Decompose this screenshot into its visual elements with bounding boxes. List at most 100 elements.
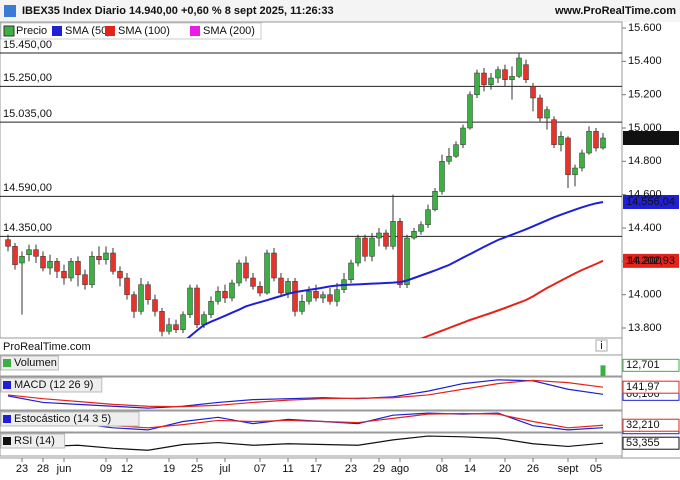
value-badge — [623, 253, 679, 268]
candle-body — [355, 237, 361, 264]
value-badge-label: 14.556,04 — [626, 196, 675, 208]
level-label-bg — [1, 38, 53, 51]
info-icon: i — [600, 340, 602, 352]
value-badge-label: 32,210 — [626, 419, 660, 431]
candle-body — [390, 221, 396, 247]
y-tick-label: 14.000 — [628, 289, 662, 301]
candle-body — [313, 291, 319, 299]
candle-body — [446, 156, 452, 162]
info-button[interactable] — [595, 339, 608, 352]
value-badge — [622, 436, 680, 450]
candle-body — [145, 284, 151, 300]
candle-body — [474, 72, 480, 95]
candle-body — [5, 239, 11, 247]
pane-legend-bg — [0, 355, 59, 371]
pane-legend-swatch — [3, 415, 11, 423]
x-tick-label: 23 — [345, 463, 357, 475]
candle-body — [250, 277, 256, 287]
candle-body — [586, 131, 592, 154]
chart-title: IBEX35 Index Diario 14.940,00 +0,60 % 8 … — [22, 5, 334, 17]
value-badge-label: 141,97 — [626, 381, 660, 393]
indicator-line — [7, 379, 604, 408]
y-tick-label: 14.600 — [628, 189, 662, 201]
candle-body — [222, 291, 228, 299]
candle-body — [96, 256, 102, 260]
pane-legend-bg — [0, 411, 140, 427]
candle-body — [299, 301, 305, 312]
candle-body — [208, 301, 214, 315]
candle-body — [278, 277, 284, 294]
level-label: 14.590,00 — [3, 182, 52, 194]
header-bar — [0, 0, 680, 22]
candle-body — [544, 109, 550, 119]
level-label-bg — [1, 221, 53, 235]
volume-bar — [600, 365, 606, 376]
candle-body — [26, 249, 32, 255]
level-label-bg — [1, 71, 53, 85]
x-tick-label: jul — [218, 463, 230, 475]
candle-body — [397, 221, 403, 285]
candle-body — [488, 77, 494, 85]
candle-body — [362, 237, 368, 257]
legend-swatch — [105, 26, 115, 36]
level-label: 15.450,00 — [3, 39, 52, 51]
legend-label: SMA (50) — [65, 25, 111, 37]
pane-legend-swatch — [3, 381, 11, 389]
candle-body — [117, 271, 123, 279]
value-badge — [622, 358, 680, 372]
candle-body — [439, 161, 445, 192]
legend-swatch — [52, 26, 62, 36]
candle-body — [187, 287, 193, 315]
indicator-line — [7, 379, 604, 409]
y-tick-label: 14.800 — [628, 155, 662, 167]
candle-body — [432, 191, 438, 210]
candle-body — [509, 76, 515, 80]
candle-body — [572, 167, 578, 175]
candle-body — [166, 324, 172, 332]
legend-label: Precio — [16, 25, 47, 37]
x-tick-label: 25 — [191, 463, 203, 475]
candle-body — [453, 144, 459, 157]
x-tick-label: 26 — [527, 463, 539, 475]
x-tick-label: 07 — [254, 463, 266, 475]
indicator-line — [7, 435, 604, 451]
candle-body — [180, 314, 186, 330]
candle-body — [236, 262, 242, 284]
candle-body — [271, 252, 277, 279]
y-tick-label: 14.200 — [628, 255, 662, 267]
candle-body — [40, 256, 46, 269]
candle-body — [383, 232, 389, 247]
x-tick-label: 29 — [373, 463, 385, 475]
candle-body — [460, 127, 466, 145]
candle-body — [306, 291, 312, 302]
level-label: 14.350,00 — [3, 222, 52, 234]
candle-body — [334, 289, 340, 302]
candle-body — [495, 69, 501, 79]
value-badge-label: 14.202,93 — [626, 255, 675, 267]
candle-body — [579, 152, 585, 169]
pane-legend-swatch — [3, 359, 11, 367]
candle-body — [425, 209, 431, 225]
x-tick-label: 11 — [282, 463, 293, 475]
candle-body — [481, 72, 487, 85]
candle-body — [404, 237, 410, 285]
source: www.ProRealTime.com — [554, 5, 676, 17]
indicator-pane — [0, 354, 623, 377]
candle-body — [292, 281, 298, 312]
level-label-bg — [1, 107, 53, 121]
candle-body — [257, 286, 263, 294]
value-badge — [623, 194, 679, 209]
value-badge — [623, 131, 679, 145]
pane-legend-swatch — [3, 437, 11, 445]
candle-body — [537, 97, 543, 119]
candle-body — [33, 249, 39, 257]
x-tick-label: 09 — [100, 463, 112, 475]
levels: 15.450,00 15.250,00 15.035,00 14.590,00 14.3… — [0, 38, 622, 237]
x-tick-label: 19 — [163, 463, 175, 475]
candle-body — [12, 246, 18, 265]
y-tick-label: 14.400 — [628, 222, 662, 234]
candle-body — [68, 261, 74, 279]
value-badge-label: 12,701 — [626, 359, 660, 371]
candle-body — [138, 284, 144, 312]
pane-legend-bg — [0, 433, 66, 449]
